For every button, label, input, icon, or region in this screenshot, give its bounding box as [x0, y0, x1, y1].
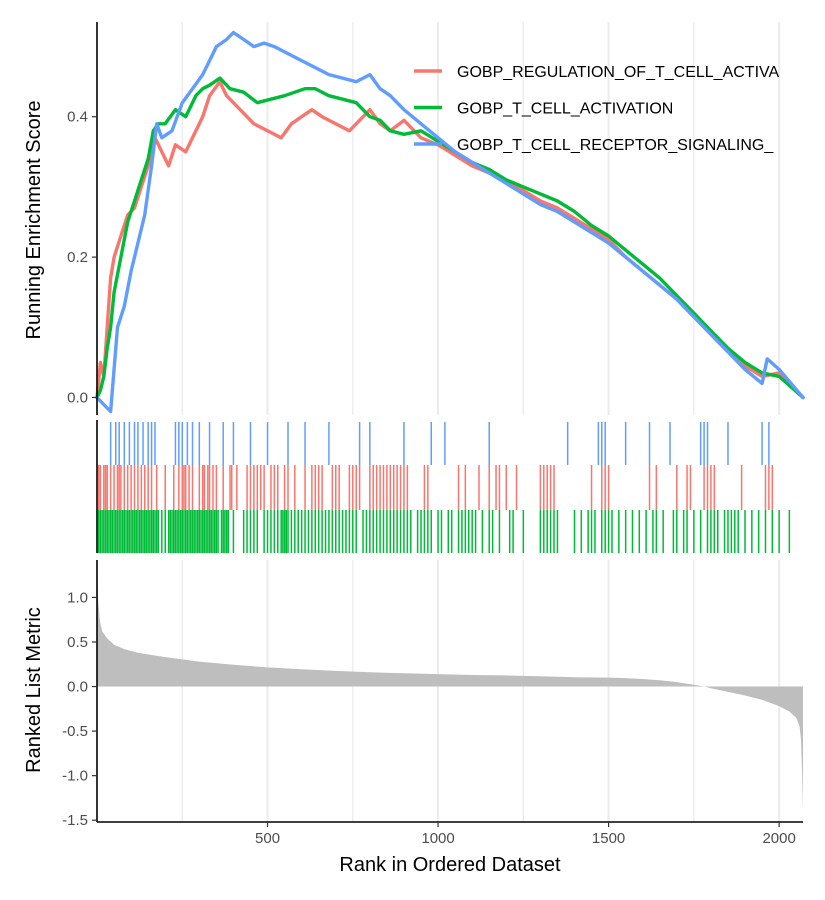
legend-label-3: GOBP_T_CELL_RECEPTOR_SIGNALING_	[457, 137, 774, 154]
ranked-metric-panel: 1.0 0.5 0.0 -0.5 -1.0 -1.5 500 1000 1500 2000 Ra…	[23, 560, 803, 876]
x-axis-tick-label: 2000	[762, 830, 795, 847]
ranked-metric-y-tick-label: -1.5	[62, 812, 88, 829]
x-axis-tick-label: 500	[255, 830, 280, 847]
running-score-lines	[95, 30, 805, 414]
legend: GOBP_REGULATION_OF_T_CELL_ACTIVA GOBP_T_C…	[414, 64, 780, 154]
running-score-panel: 0.0 0.2 0.4 Running Enrichment Score GOBP_…	[23, 22, 805, 415]
ranked-metric-y-label: Ranked List Metric	[23, 607, 45, 773]
ranked-metric-y-tick-label: 0.0	[67, 679, 88, 696]
ranked-metric-y-tick-label: 0.5	[67, 634, 88, 651]
enrichment-line-2	[95, 76, 805, 400]
ranked-metric-y-ticks: 1.0 0.5 0.0 -0.5 -1.0 -1.5	[62, 589, 97, 829]
running-score-y-label: Running Enrichment Score	[23, 100, 45, 339]
hit-markers-panel	[96, 420, 791, 553]
ranked-metric-y-tick-label: 1.0	[67, 589, 88, 606]
x-axis-tick-label: 1000	[421, 830, 454, 847]
enrichment-line-1	[95, 80, 805, 400]
running-score-y-tick-label: 0.4	[67, 109, 88, 126]
ranked-metric-gridlines	[181, 560, 781, 822]
ranked-metric-y-tick-label: -0.5	[62, 723, 88, 740]
ranked-metric-y-tick-label: -1.0	[62, 768, 88, 785]
ranked-metric-area	[97, 566, 803, 812]
x-axis-tick-label: 1500	[592, 830, 625, 847]
legend-label-2: GOBP_T_CELL_ACTIVATION	[457, 101, 673, 118]
hit-markers	[97, 422, 791, 553]
running-score-gridlines	[181, 22, 781, 415]
enrichment-line-3	[95, 30, 805, 414]
legend-label-1: GOBP_REGULATION_OF_T_CELL_ACTIVA	[457, 64, 780, 81]
x-axis-ticks: 500 1000 1500 2000	[255, 822, 796, 847]
running-score-y-tick-label: 0.0	[67, 389, 88, 406]
running-score-y-ticks: 0.0 0.2 0.4	[67, 109, 97, 406]
running-score-y-tick-label: 0.2	[67, 249, 88, 266]
x-axis-label: Rank in Ordered Dataset	[339, 854, 561, 876]
